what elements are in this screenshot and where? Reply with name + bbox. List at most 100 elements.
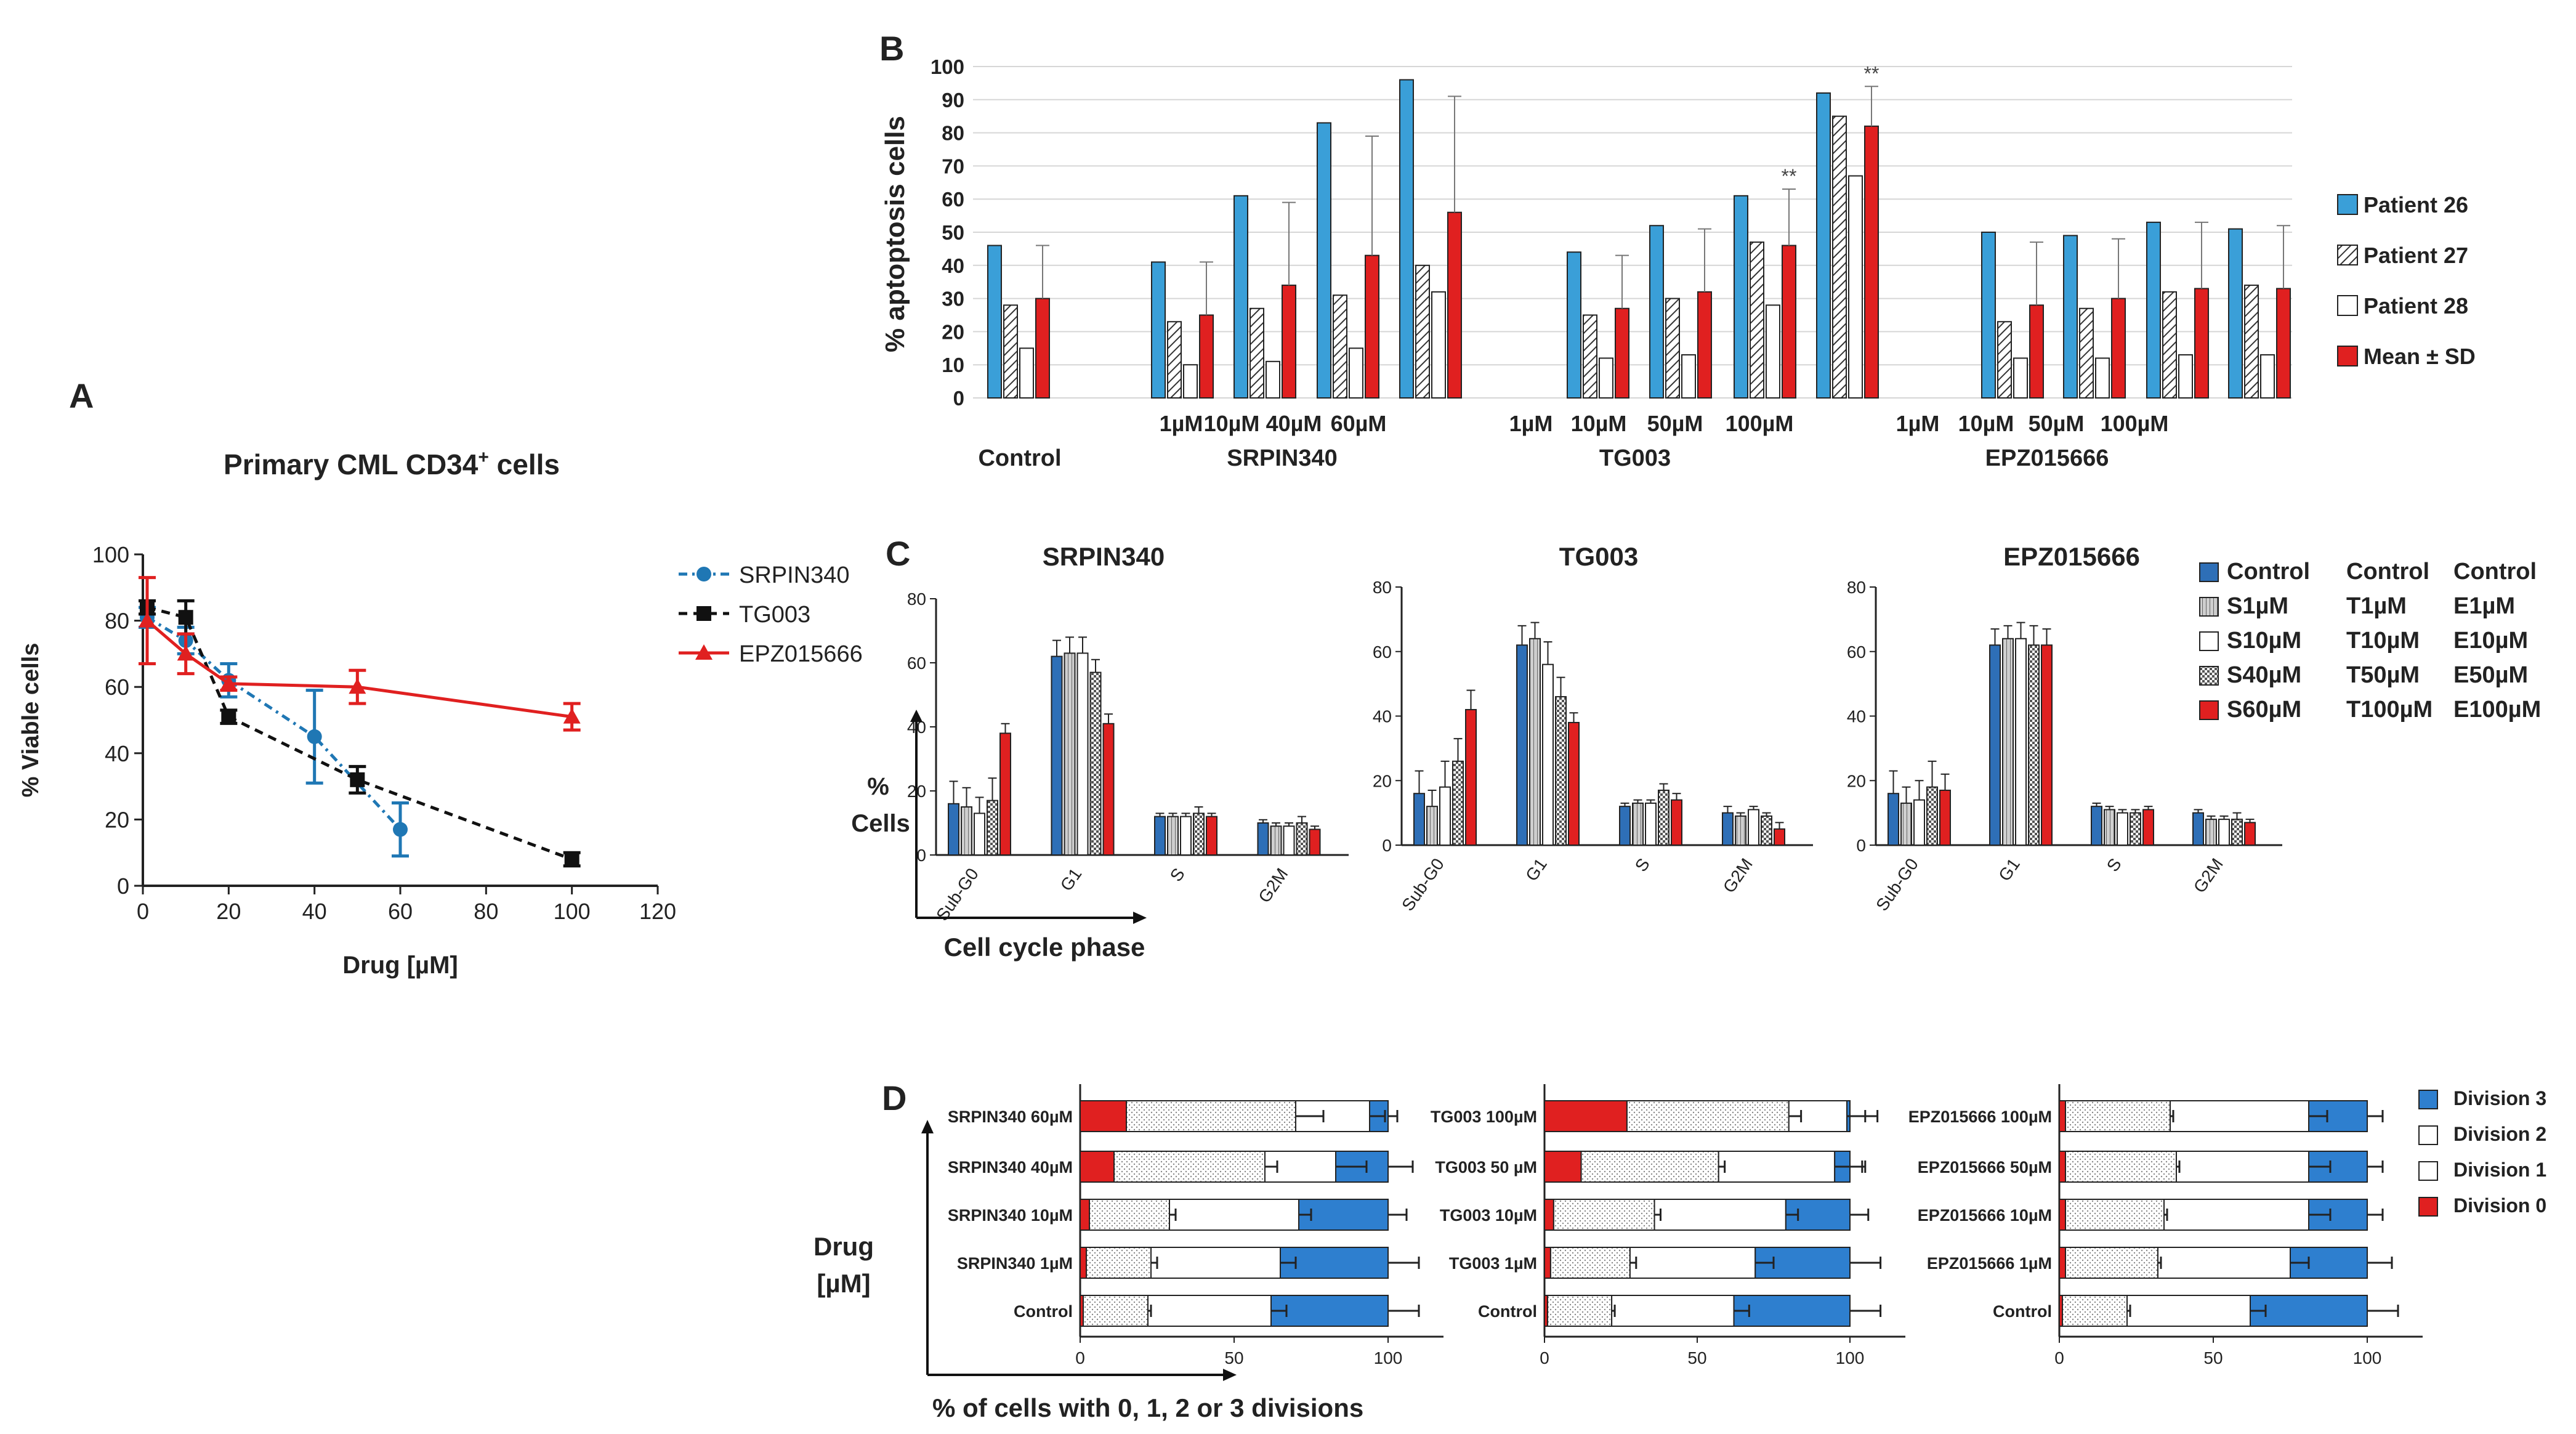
- panel-b-bar: [1167, 321, 1182, 399]
- panel-c-bar: [974, 812, 985, 856]
- panel-label-d: D: [882, 1079, 906, 1117]
- panel-c-bar: [1465, 709, 1477, 846]
- panel-d-x-tick-label: 0: [2054, 1348, 2064, 1367]
- panel-b-category-label: 100µM: [2101, 411, 2169, 436]
- panel-d-bar-segment: [1126, 1100, 1296, 1132]
- panel-c-bar: [1064, 652, 1076, 856]
- panel-d-bar-segment: [1626, 1100, 1790, 1132]
- panel-c-bar-charts: SRPIN340 0 20 40 60 80 Sub-G0 G1 S G2M TG003 0 20 40 6…: [851, 542, 2541, 962]
- panel-c-legend-label: E10µM: [2453, 628, 2528, 654]
- panel-b-bar: [987, 245, 1002, 399]
- panel-c-category-label: Sub-G0: [1872, 855, 1922, 915]
- panel-c-category-label: G2M: [2190, 855, 2227, 896]
- panel-c-legend-swatch: [2199, 700, 2219, 720]
- panel-c-bar: [1452, 760, 1464, 846]
- panel-d-row-label: TG003 50 µM: [1435, 1158, 1537, 1177]
- panel-c-bar: [1748, 809, 1759, 846]
- panel-b-bar: [2228, 228, 2243, 399]
- panel-b-legend-swatch: [2337, 245, 2358, 265]
- panel-d-bar-segment: [2250, 1295, 2368, 1327]
- panel-b-bar: [1317, 122, 1331, 399]
- panel-b-bar: [1750, 241, 1764, 399]
- panel-d-bar-segment: [2062, 1295, 2128, 1327]
- panel-b-bar: [1333, 294, 1347, 399]
- panel-a-y-tick-label: 80: [105, 609, 129, 634]
- panel-b-bar: [1599, 357, 1613, 399]
- panel-c-bar: [2130, 812, 2141, 846]
- panel-d-row-label: EPZ015666 10µM: [1918, 1206, 2052, 1225]
- panel-label-a: A: [69, 376, 94, 415]
- panel-a-x-tick-label: 60: [388, 899, 413, 924]
- panel-b-legend-swatch: [2337, 295, 2358, 316]
- panel-d-bar-segment: [1544, 1247, 1551, 1279]
- panel-d-bar-segment: [1298, 1199, 1389, 1231]
- panel-b-bar: [1766, 304, 1780, 399]
- panel-b-bar: [2146, 221, 2161, 399]
- panel-b-legend-swatch: [2337, 194, 2358, 215]
- panel-c-y-tick-label: 80: [907, 589, 926, 609]
- panel-c-bar: [2244, 822, 2256, 846]
- panel-c-category-label: Sub-G0: [932, 865, 982, 925]
- panel-c-bar: [1180, 816, 1192, 856]
- panel-c-x-label: Cell cycle phase: [944, 933, 1145, 962]
- panel-d-legend-label: Division 2: [2453, 1123, 2546, 1145]
- panel-d-bar-segment: [2059, 1151, 2066, 1183]
- panel-d-bar-segment: [1295, 1100, 1370, 1132]
- panel-a-point: [564, 851, 579, 867]
- panel-b-bar: [1415, 264, 1430, 399]
- panel-c-bar: [2218, 819, 2230, 846]
- panel-c-bar: [987, 800, 998, 856]
- panel-c-legend-label: E50µM: [2453, 662, 2528, 688]
- panel-c-legend-swatch: [2199, 631, 2219, 651]
- panel-c-y-tick-label: 20: [1847, 771, 1866, 790]
- panel-a-y-tick-label: 60: [105, 674, 129, 700]
- panel-a-x-tick-label: 40: [302, 899, 327, 924]
- panel-c-bar: [1939, 789, 1951, 846]
- panel-a-legend-marker: [695, 644, 713, 660]
- panel-a-x-tick-label: 100: [554, 899, 591, 924]
- panel-b-category-label: Control: [978, 445, 1061, 471]
- panel-a-point: [307, 729, 322, 744]
- panel-a-series-line-tg003: [147, 606, 573, 861]
- panel-c-bar: [999, 732, 1011, 856]
- panel-c-y-tick-label: 0: [1382, 836, 1392, 855]
- panel-d-bar-segment: [1544, 1100, 1628, 1132]
- panel-a-line-chart: Primary CML CD34+ cells 0 20 40 60 80 100 0 20 40…: [18, 447, 863, 979]
- panel-b-y-tick-label: 100: [931, 55, 964, 78]
- panel-a-x-tick-label: 80: [474, 899, 498, 924]
- panel-b-legend-label: Patient 28: [2364, 293, 2468, 318]
- panel-b-y-tick-label: 70: [942, 155, 964, 177]
- panel-b-bar: [1399, 79, 1414, 399]
- panel-c-bar: [1619, 806, 1631, 846]
- panel-b-bar: [2095, 357, 2110, 399]
- panel-d-legend-swatch: [2418, 1161, 2438, 1181]
- panel-c-bar: [1542, 663, 1554, 846]
- panel-a-point: [178, 610, 193, 625]
- panel-c-legend-label: T10µM: [2346, 628, 2420, 654]
- panel-c-y-label-2: Cells: [851, 810, 910, 837]
- panel-b-y-tick-label: 40: [942, 254, 964, 277]
- panel-c-category-label: Sub-G0: [1398, 855, 1448, 915]
- panel-b-bar: [1447, 211, 1462, 399]
- panel-c-y-label: %: [867, 773, 889, 800]
- panel-d-bar-segment: [2059, 1247, 2066, 1279]
- panel-c-bar: [1529, 638, 1541, 846]
- panel-b-bar: [1832, 115, 1847, 399]
- panel-b-bar: [1864, 125, 1879, 399]
- panel-d-bar-segment: [1546, 1295, 1613, 1327]
- panel-b-category-label: 100µM: [1726, 411, 1794, 436]
- panel-b-bar: [1816, 92, 1831, 399]
- panel-d-row-label: SRPIN340 40µM: [948, 1158, 1073, 1177]
- panel-d-bar-segment: [1080, 1100, 1127, 1132]
- panel-d-x-tick-label: 50: [2203, 1348, 2223, 1367]
- panel-d-bar-segment: [1080, 1151, 1115, 1183]
- panel-b-bar: [1431, 291, 1446, 399]
- panel-b-category-label: 1µM: [1896, 411, 1940, 436]
- panel-a-title-tail: cells: [489, 448, 560, 480]
- panel-d-bar-segment: [1080, 1199, 1090, 1231]
- panel-c-bar: [1926, 786, 1938, 846]
- panel-d-row-label: SRPIN340 10µM: [948, 1206, 1073, 1225]
- panel-b-bar: [1199, 314, 1214, 399]
- panel-c-legend-label: S1µM: [2227, 593, 2288, 619]
- panel-c-bar: [1568, 721, 1580, 846]
